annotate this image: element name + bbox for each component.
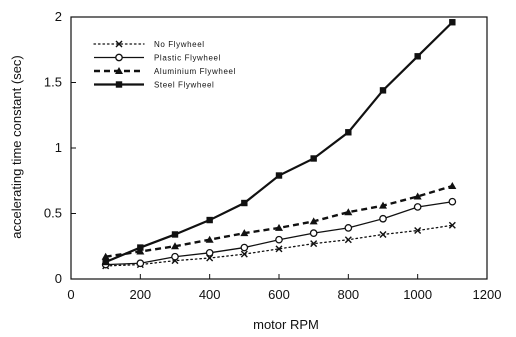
data-point-square-marker [449, 19, 456, 26]
data-point-x-marker [115, 40, 123, 48]
legend-entry-plastic-flywheel: Plastic Flywheel [94, 53, 221, 63]
y-tick-label: 1 [55, 140, 62, 155]
data-point-square-marker [206, 216, 213, 224]
data-point-circle-marker [309, 229, 318, 237]
data-point-x-marker [240, 250, 248, 258]
legend-entry-steel-flywheel: Steel Flywheel [94, 81, 214, 90]
series-layer [101, 19, 457, 270]
data-point-triangle-marker [448, 181, 457, 189]
series-steel-flywheel [102, 19, 456, 266]
y-tick-label: 0 [55, 271, 62, 286]
data-point-circle-marker [115, 53, 123, 62]
x-tick-label: 1200 [473, 287, 502, 302]
data-point-triangle-marker [136, 247, 145, 255]
data-point-square-marker [102, 258, 109, 266]
data-point-triangle-marker [205, 235, 214, 243]
x-axis-label: motor RPM [253, 317, 319, 332]
data-point-triangle-marker [101, 252, 110, 260]
data-point-circle-marker [240, 243, 249, 252]
data-point-x-marker [344, 236, 352, 244]
data-point-circle-marker [448, 197, 457, 206]
data-point-x-marker [379, 230, 387, 238]
data-point-circle-marker [413, 203, 422, 211]
data-point-circle-marker [136, 259, 145, 268]
data-point-x-marker [275, 245, 283, 253]
data-point-square-marker [241, 199, 248, 207]
y-tick-label: 1.5 [44, 75, 62, 90]
data-point-square-marker [171, 231, 179, 238]
axes: 0 200 400 600 800 1000 1200 0 0.5 1 1.5 2 [44, 9, 502, 302]
x-tick-label: 0 [67, 287, 74, 302]
data-point-square-marker [310, 155, 317, 162]
y-axis-label: accelerating time constant (sec) [9, 55, 24, 239]
data-point-triangle-marker [379, 201, 387, 209]
legend-entry-aluminium-flywheel: Aluminium Flywheel [94, 67, 236, 76]
data-point-square-marker [115, 81, 123, 88]
series-line-plastic-flywheel [105, 201, 453, 266]
x-tick-label: 800 [337, 287, 359, 302]
data-point-triangle-marker [240, 229, 249, 237]
data-point-triangle-marker [275, 223, 283, 231]
legend-label: Steel Flywheel [154, 81, 214, 90]
legend-label: Aluminium Flywheel [154, 67, 236, 76]
legend: No Flywheel Plastic Flywheel Aluminium Fly… [93, 40, 236, 90]
legend-label: No Flywheel [154, 40, 205, 49]
data-point-triangle-marker [115, 67, 123, 74]
data-point-triangle-marker [344, 208, 353, 216]
data-point-square-marker [345, 129, 352, 136]
y-tick-label: 0.5 [44, 206, 62, 221]
x-tick-label: 600 [268, 287, 290, 302]
series-aluminium-flywheel [101, 181, 457, 260]
y-tick-label: 2 [55, 9, 62, 24]
data-point-circle-marker [344, 224, 353, 232]
data-point-x-marker [448, 221, 456, 229]
data-point-circle-marker [275, 235, 283, 244]
data-point-triangle-marker [171, 242, 179, 250]
x-tick-label: 200 [129, 287, 151, 302]
x-tick-label: 1000 [403, 287, 432, 302]
data-point-x-marker [414, 227, 422, 235]
series-line-no-flywheel [105, 224, 453, 267]
data-point-square-marker [137, 244, 144, 251]
data-point-circle-marker [205, 248, 214, 257]
data-point-square-marker [275, 172, 283, 179]
legend-label: Plastic Flywheel [154, 54, 221, 63]
data-point-circle-marker [379, 214, 387, 223]
data-point-square-marker [379, 87, 387, 94]
data-point-triangle-marker [413, 192, 422, 200]
data-point-x-marker [310, 240, 318, 248]
series-line-aluminium-flywheel [105, 184, 453, 258]
x-tick-label: 400 [199, 287, 221, 302]
series-plastic-flywheel [101, 197, 457, 269]
legend-entry-no-flywheel: No Flywheel [93, 40, 205, 49]
data-point-circle-marker [171, 252, 179, 261]
data-point-square-marker [414, 53, 421, 60]
data-point-triangle-marker [309, 217, 318, 225]
